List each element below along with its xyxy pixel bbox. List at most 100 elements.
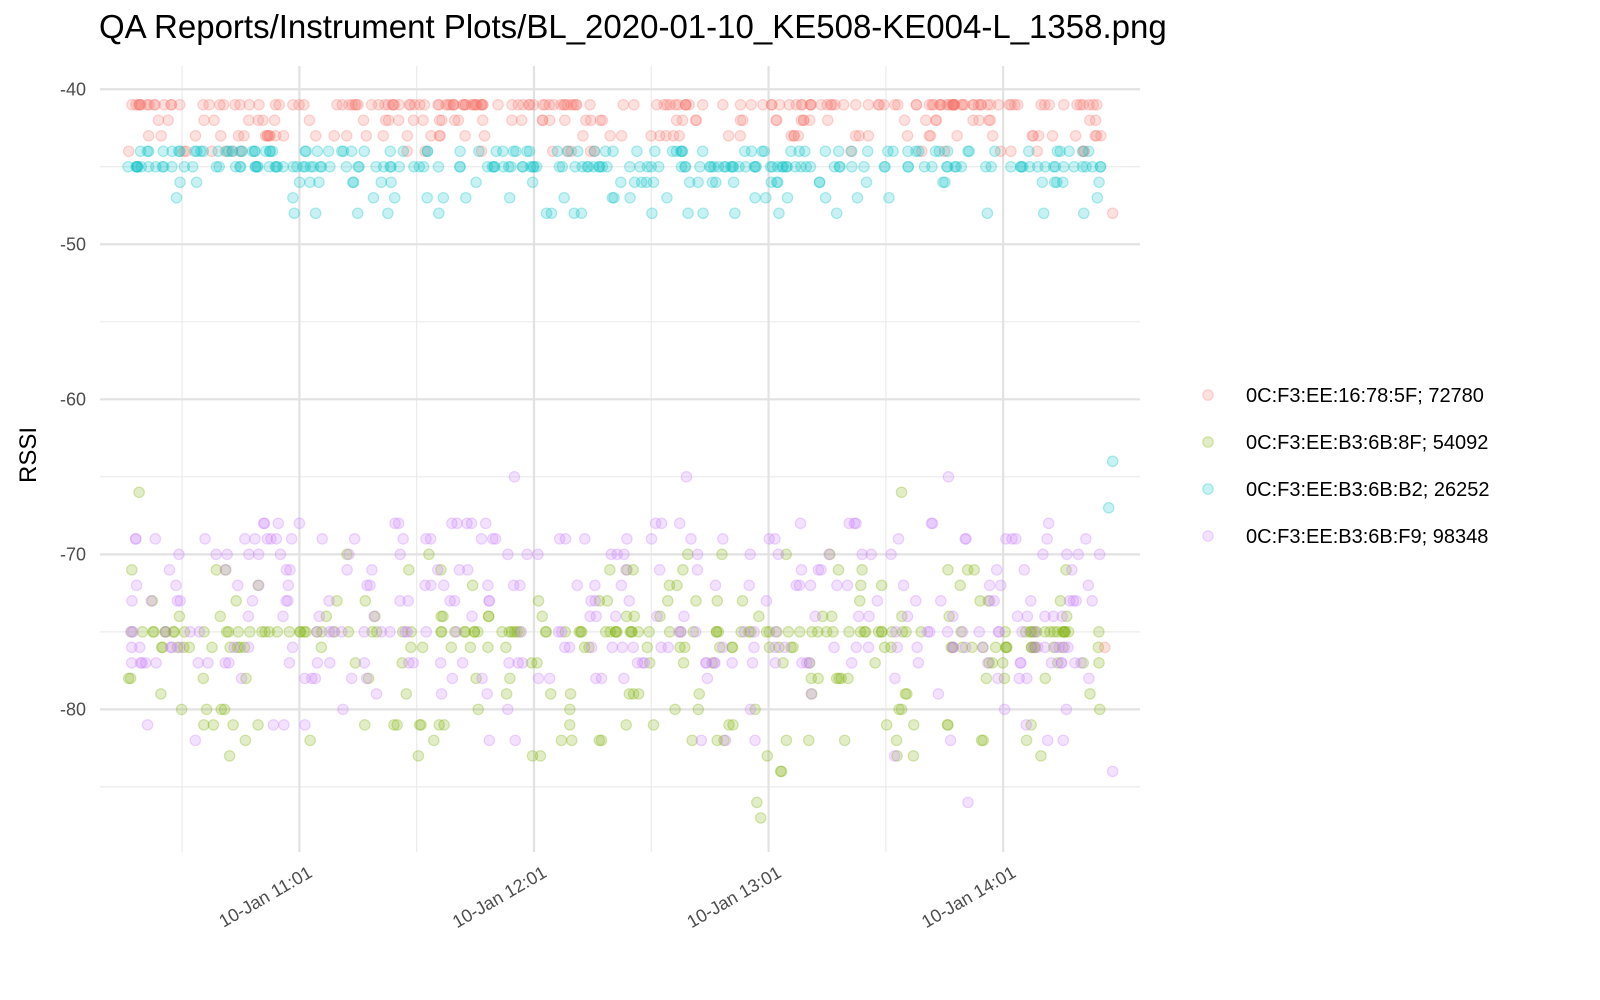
data-point bbox=[589, 579, 601, 592]
legend: 0C:F3:EE:16:78:5F; 72780 0C:F3:EE:B3:6B:8… bbox=[1202, 385, 1490, 548]
data-point bbox=[456, 657, 469, 669]
data-point bbox=[1057, 734, 1070, 747]
data-point bbox=[947, 98, 959, 111]
data-point bbox=[172, 145, 185, 158]
data-point bbox=[945, 641, 957, 654]
data-point bbox=[716, 548, 728, 561]
data-point bbox=[833, 160, 846, 173]
data-point bbox=[717, 98, 729, 111]
data-point bbox=[601, 595, 614, 607]
data-point bbox=[710, 176, 722, 189]
data-point bbox=[387, 98, 399, 111]
data-point bbox=[907, 719, 920, 731]
data-point bbox=[1014, 657, 1027, 669]
data-point bbox=[883, 191, 895, 204]
data-point bbox=[611, 548, 624, 561]
data-point bbox=[1058, 626, 1071, 638]
data-point bbox=[788, 129, 800, 142]
data-point bbox=[453, 160, 466, 173]
data-point bbox=[166, 160, 178, 173]
data-point bbox=[983, 114, 995, 127]
data-point bbox=[1023, 145, 1035, 158]
data-point bbox=[357, 114, 370, 127]
data-point bbox=[593, 734, 606, 747]
data-point bbox=[690, 114, 703, 127]
data-point bbox=[710, 626, 723, 638]
data-point bbox=[941, 98, 953, 111]
data-point bbox=[986, 129, 999, 142]
data-point bbox=[393, 98, 405, 111]
data-point bbox=[958, 98, 971, 111]
data-point bbox=[378, 98, 391, 111]
data-point bbox=[677, 564, 689, 576]
data-point bbox=[215, 703, 228, 716]
data-point bbox=[661, 191, 673, 204]
data-point bbox=[459, 98, 472, 111]
data-point bbox=[273, 98, 285, 111]
data-point bbox=[532, 595, 545, 607]
data-point bbox=[482, 579, 494, 592]
data-point bbox=[358, 626, 370, 638]
data-point bbox=[858, 160, 870, 173]
data-point bbox=[938, 145, 951, 158]
data-point bbox=[131, 160, 144, 173]
data-point bbox=[875, 626, 888, 638]
data-point bbox=[551, 145, 564, 158]
data-point bbox=[171, 595, 184, 607]
data-point bbox=[186, 160, 199, 173]
data-point bbox=[452, 114, 465, 127]
data-point bbox=[162, 114, 174, 127]
data-point bbox=[871, 595, 884, 607]
data-point bbox=[1047, 641, 1060, 654]
data-point bbox=[845, 657, 858, 669]
data-point bbox=[156, 160, 169, 173]
data-point bbox=[765, 176, 778, 189]
data-point bbox=[1051, 626, 1064, 638]
data-point bbox=[440, 98, 452, 111]
data-point bbox=[670, 114, 683, 127]
data-point bbox=[392, 114, 405, 127]
data-point bbox=[671, 579, 683, 592]
data-point bbox=[265, 533, 277, 545]
data-point bbox=[459, 98, 472, 111]
data-point bbox=[794, 517, 807, 530]
data-point bbox=[912, 145, 925, 158]
data-point bbox=[875, 626, 888, 638]
data-point bbox=[901, 610, 914, 623]
data-point bbox=[149, 533, 162, 545]
data-point bbox=[675, 145, 687, 158]
data-point bbox=[177, 641, 190, 654]
data-point bbox=[240, 672, 252, 685]
data-point bbox=[1066, 564, 1078, 576]
data-point bbox=[1039, 160, 1052, 173]
data-point bbox=[749, 734, 761, 747]
data-point bbox=[827, 626, 839, 638]
data-point bbox=[293, 626, 306, 638]
data-point bbox=[253, 579, 265, 592]
data-point bbox=[433, 114, 446, 127]
data-point bbox=[152, 114, 165, 127]
data-point bbox=[234, 160, 246, 173]
data-point bbox=[263, 129, 275, 142]
data-point bbox=[417, 160, 430, 173]
data-point bbox=[594, 114, 607, 127]
data-point bbox=[459, 129, 471, 142]
data-point bbox=[830, 672, 843, 685]
data-point bbox=[1048, 176, 1061, 189]
data-point bbox=[1035, 98, 1047, 111]
data-point bbox=[763, 533, 776, 545]
data-point bbox=[838, 734, 851, 747]
data-point bbox=[1054, 595, 1067, 607]
data-point bbox=[1060, 610, 1073, 623]
data-point bbox=[643, 626, 655, 638]
data-point bbox=[955, 160, 968, 173]
data-point bbox=[797, 114, 810, 127]
data-point bbox=[220, 626, 233, 638]
data-point bbox=[628, 176, 641, 189]
data-point bbox=[700, 657, 713, 669]
data-point bbox=[1006, 533, 1018, 545]
data-point bbox=[711, 734, 723, 747]
data-point bbox=[342, 626, 355, 638]
data-point bbox=[761, 750, 774, 762]
data-point bbox=[773, 641, 785, 654]
